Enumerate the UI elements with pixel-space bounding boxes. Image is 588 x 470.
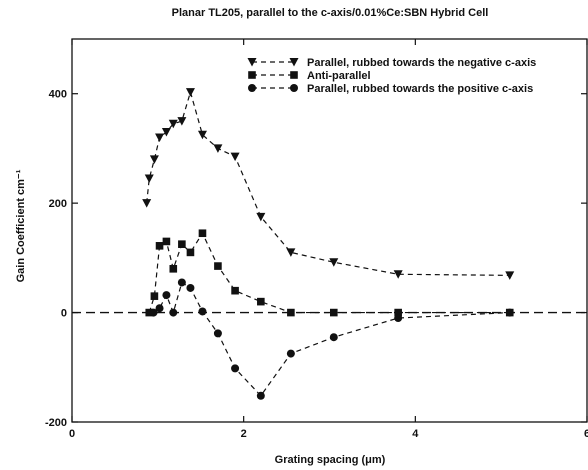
data-point <box>329 308 338 317</box>
data-point <box>256 212 266 222</box>
x-tick-label: 6 <box>584 428 588 440</box>
data-point <box>161 128 171 137</box>
data-point <box>256 391 265 400</box>
legend-marker <box>289 58 299 67</box>
data-point <box>230 152 240 162</box>
data-point <box>162 237 171 246</box>
data-point <box>150 292 159 300</box>
data-point <box>257 297 265 306</box>
legend-marker <box>248 71 256 79</box>
legend-item-1: Parallel, rubbed towards the negative c-… <box>247 57 536 69</box>
data-point <box>162 291 171 300</box>
legend-marker <box>290 71 298 79</box>
x-tick-label: 2 <box>241 428 247 440</box>
data-point <box>142 199 152 208</box>
series-line <box>148 231 510 314</box>
data-point <box>155 242 164 250</box>
data-point <box>185 88 195 97</box>
data-point <box>505 308 514 317</box>
legend-label: Parallel, rubbed towards the positive c-… <box>307 83 533 95</box>
data-point <box>168 119 178 129</box>
series-2 <box>145 229 514 317</box>
data-point <box>169 308 178 317</box>
data-point <box>213 329 222 338</box>
chart-title: Planar TL205, parallel to the c-axis/0.0… <box>172 7 489 19</box>
data-point <box>286 248 296 257</box>
data-point <box>286 349 295 358</box>
data-point <box>186 248 195 257</box>
data-point <box>329 258 339 267</box>
data-point <box>198 307 207 316</box>
data-point <box>394 314 403 323</box>
data-point <box>177 117 187 126</box>
data-point <box>177 278 186 287</box>
legend-marker <box>248 84 256 92</box>
series-layer <box>142 88 515 400</box>
data-point <box>394 308 402 317</box>
data-point <box>186 283 195 292</box>
data-point <box>505 271 515 280</box>
y-axis-label: Gain Coefficient cm⁻¹ <box>15 169 27 282</box>
data-point <box>155 133 165 142</box>
data-point <box>155 304 164 313</box>
data-point <box>144 174 154 184</box>
plot-border <box>71 38 588 423</box>
data-point <box>231 286 239 295</box>
data-point <box>198 229 207 238</box>
legend-label: Parallel, rubbed towards the negative c-… <box>307 57 536 69</box>
data-point <box>214 262 222 270</box>
series-1 <box>142 88 515 280</box>
data-point <box>287 308 295 317</box>
data-point <box>145 308 154 317</box>
y-tick-label: -200 <box>45 417 67 429</box>
x-tick-label: 0 <box>69 428 75 440</box>
data-point <box>149 155 159 164</box>
data-point <box>149 308 158 317</box>
data-point <box>169 265 178 273</box>
y-tick-label: 400 <box>49 89 67 101</box>
legend-item-2: Anti-parallel <box>248 70 371 82</box>
data-point <box>393 270 403 279</box>
data-point <box>231 364 240 373</box>
legend-marker <box>247 58 257 67</box>
x-axis-label: Grating spacing (μm) <box>275 454 386 466</box>
y-tick-label: 0 <box>61 308 67 320</box>
series-3 <box>149 278 514 400</box>
data-point <box>178 240 186 248</box>
x-tick-label: 4 <box>412 428 419 440</box>
data-point <box>197 130 207 140</box>
data-point <box>213 144 223 153</box>
legend-label: Anti-parallel <box>307 70 371 82</box>
y-tick-label: 200 <box>49 198 67 210</box>
legend-marker <box>290 84 298 92</box>
series-line <box>146 89 510 276</box>
legend: Parallel, rubbed towards the negative c-… <box>247 57 536 95</box>
data-point <box>329 333 338 342</box>
plot-frame <box>71 38 588 423</box>
legend-item-3: Parallel, rubbed towards the positive c-… <box>248 83 533 95</box>
